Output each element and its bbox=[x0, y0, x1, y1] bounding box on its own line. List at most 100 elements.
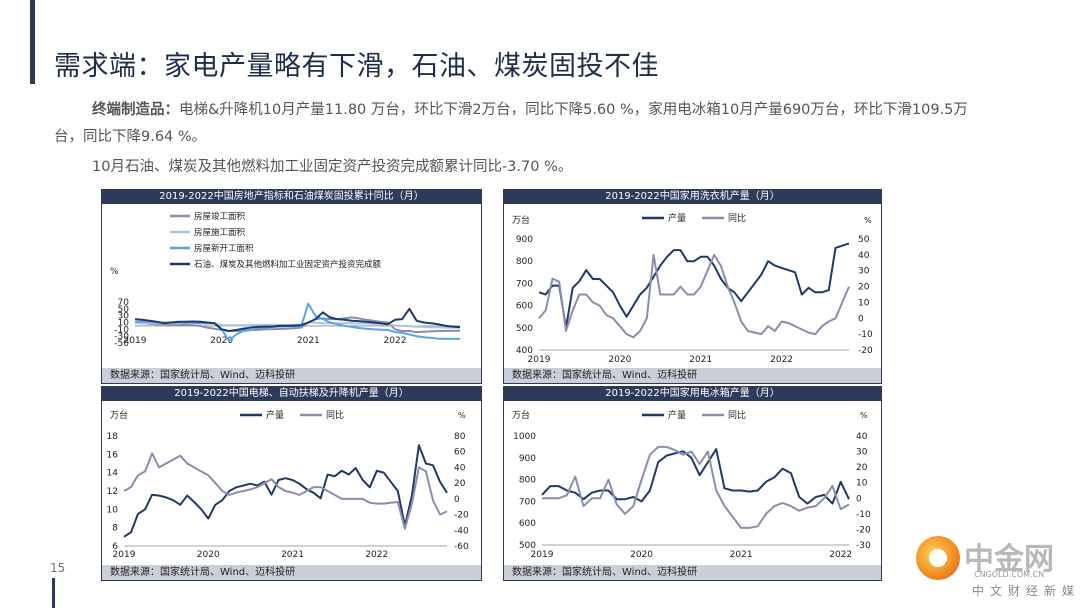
chart-title: 2019-2022中国家用洗衣机产量（月） bbox=[504, 190, 881, 204]
y-tick-label: -30 bbox=[114, 332, 129, 342]
legend-label: 石油、煤炭及其他燃料加工业固定资产投资完成额 bbox=[194, 259, 382, 270]
chart-panel-elevator: 2019-2022中国电梯、自动扶梯及升降机产量（月） 18 16 14 12 10 8 6… bbox=[101, 386, 482, 581]
source-text: 数据来源：国家统计局、Wind、迈科投研 bbox=[102, 565, 481, 580]
y2-tick-label: 20 bbox=[856, 463, 868, 473]
y2-tick-label: -30 bbox=[856, 541, 871, 551]
series-line bbox=[123, 444, 448, 538]
source-text: 数据来源：国家统计局、Wind、迈科投研 bbox=[504, 368, 881, 383]
series-line bbox=[538, 253, 850, 339]
chart-title: 2019-2022中国电梯、自动扶梯及升降机产量（月） bbox=[102, 387, 481, 401]
y2-tick-label: 50 bbox=[858, 235, 870, 245]
page-number: 15 bbox=[50, 561, 66, 575]
y2-tick-label: -20 bbox=[856, 525, 871, 535]
series-line bbox=[123, 452, 448, 530]
accent-bar-bottom bbox=[52, 578, 55, 608]
series-line bbox=[538, 242, 850, 329]
x-tick-label: 2019 bbox=[531, 550, 554, 560]
y-tick-label: 70 bbox=[118, 298, 130, 308]
x-tick-label: 2021 bbox=[297, 336, 320, 346]
x-tick-label: 2021 bbox=[689, 355, 712, 365]
y2-tick-label: -60 bbox=[454, 542, 469, 552]
y2-tick-label: -20 bbox=[858, 346, 873, 356]
y2-tick-label: -10 bbox=[858, 330, 873, 340]
chart-panel-realestate: 2019-2022中国房地产指标和石油煤炭固投累计同比（月） 70 50 30 10-… bbox=[101, 189, 482, 384]
y-tick-label: 800 bbox=[519, 476, 536, 486]
y2-tick-label: 20 bbox=[454, 479, 466, 489]
legend-label: 产量 bbox=[668, 212, 686, 224]
y-tick-label: 900 bbox=[519, 454, 536, 464]
x-tick-label: 2021 bbox=[281, 550, 304, 560]
source-text: 数据来源：国家统计局、Wind、迈科投研 bbox=[504, 565, 881, 580]
y-tick-label: 16 bbox=[107, 450, 119, 460]
paragraph-1: 终端制造品：电梯&升降机10月产量11.80 万台，环比下滑2万台，同比下降5.… bbox=[54, 97, 1044, 151]
y2-tick-label: 10 bbox=[858, 298, 870, 308]
paragraph-2-text: 10月石油、煤炭及其他燃料加工业固定资产投资完成额累计同比-3.70 %。 bbox=[92, 159, 573, 175]
series-line bbox=[134, 307, 461, 332]
y2-tick-label: 30 bbox=[858, 267, 870, 277]
y2-unit-label: % bbox=[458, 411, 466, 420]
y-tick-label: 10 bbox=[118, 319, 130, 329]
y-tick-label: 14 bbox=[107, 469, 119, 479]
chart-panel-washer: 2019-2022中国家用洗衣机产量（月） 900 800 700 600 500 400… bbox=[503, 189, 882, 384]
y-unit-label: 万台 bbox=[512, 214, 530, 226]
x-tick-label: 2020 bbox=[608, 355, 631, 365]
y-tick-label: 18 bbox=[107, 432, 119, 442]
y-tick-label: 500 bbox=[519, 541, 536, 551]
y-tick-label: 50 bbox=[118, 305, 130, 315]
chart-fridge-svg: 1000 900 800 700 600 500 40 30 20 10 0 -10 -20 -30% 万台… bbox=[512, 409, 871, 560]
y2-tick-label: -10 bbox=[856, 510, 871, 520]
y2-tick-label: 40 bbox=[454, 463, 466, 473]
series-line bbox=[542, 445, 850, 529]
y2-unit-label: % bbox=[860, 411, 868, 420]
y-tick-label: 10 bbox=[107, 505, 119, 515]
x-tick-label: 2022 bbox=[384, 336, 407, 346]
y2-tick-label: 40 bbox=[856, 432, 868, 442]
legend-label: 同比 bbox=[728, 212, 746, 224]
watermark: 中金网 CNGOLD.COM.CN 中文财经新媒体 bbox=[916, 532, 1080, 604]
y-unit-label: 万台 bbox=[512, 409, 530, 421]
y2-tick-label: -20 bbox=[454, 511, 469, 521]
watermark-sub: 中文财经新媒体 bbox=[972, 584, 1080, 598]
y-tick-label: 1000 bbox=[513, 432, 536, 442]
watermark-cn: 中金网 bbox=[964, 542, 1054, 577]
x-tick-label: 2022 bbox=[365, 550, 388, 560]
y2-tick-label: 0 bbox=[454, 495, 460, 505]
y-tick-label: 8 bbox=[112, 524, 118, 534]
series-line bbox=[134, 316, 460, 334]
chart-title: 2019-2022中国房地产指标和石油煤炭固投累计同比（月） bbox=[102, 190, 481, 204]
y-tick-label: 700 bbox=[516, 279, 533, 289]
paragraph-1-bold: 终端制造品： bbox=[92, 102, 179, 118]
x-tick-label: 2019 bbox=[528, 355, 551, 365]
x-tick-label: 2019 bbox=[124, 336, 147, 346]
y2-tick-label: 60 bbox=[454, 448, 466, 458]
y-tick-label: 400 bbox=[516, 346, 533, 356]
watermark-en: CNGOLD.COM.CN bbox=[974, 570, 1045, 579]
accent-bar bbox=[30, 0, 35, 84]
series-line bbox=[541, 448, 850, 505]
x-tick-label: 2022 bbox=[829, 550, 852, 560]
chart-panel-fridge: 2019-2022中国家用电冰箱产量（月） 1000 900 800 700 600 50… bbox=[503, 386, 882, 581]
y-tick-label: 500 bbox=[516, 324, 533, 334]
legend-label: 房屋新开工面积 bbox=[194, 243, 254, 254]
y-tick-label: 600 bbox=[519, 519, 536, 529]
y2-tick-label: 30 bbox=[856, 448, 868, 458]
y-unit-label: 万台 bbox=[110, 409, 128, 421]
legend-label: 同比 bbox=[728, 409, 746, 421]
y-tick-label: 700 bbox=[519, 497, 536, 507]
chart-washer-svg: 900 800 700 600 500 400 50 40 30 20 10 0 -10 -20% 万台 20… bbox=[512, 212, 873, 365]
slide-title: 需求端：家电产量略有下滑，石油、煤炭固投不佳 bbox=[54, 51, 659, 82]
y2-unit-label: % bbox=[864, 216, 872, 225]
paragraph-1-text: 电梯&升降机10月产量11.80 万台，环比下滑2万台，同比下降5.60 %，家… bbox=[179, 102, 968, 118]
y-tick-label: 6 bbox=[112, 542, 118, 552]
x-tick-label: 2022 bbox=[770, 355, 793, 365]
y2-tick-label: 20 bbox=[858, 283, 870, 293]
paragraph-1-cont: 台，同比下降9.64 %。 bbox=[54, 129, 207, 145]
y-tick-label: -50 bbox=[114, 339, 129, 349]
source-text: 数据来源：国家统计局、Wind、迈科投研 bbox=[102, 368, 481, 383]
y-tick-label: 12 bbox=[107, 487, 118, 497]
chart-elevator-svg: 18 16 14 12 10 8 6 80 60 40 20 0 -20 -40 -60% 万台 2019 202… bbox=[107, 409, 469, 560]
y2-tick-label: -40 bbox=[454, 526, 469, 536]
y-unit-label: % bbox=[110, 267, 119, 277]
y-tick-label: 600 bbox=[516, 302, 533, 312]
